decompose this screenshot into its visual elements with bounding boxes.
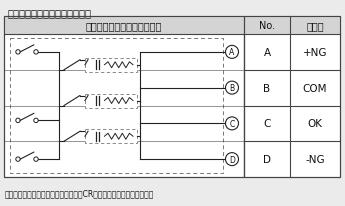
Circle shape [16, 157, 20, 162]
Text: D: D [263, 154, 271, 164]
Bar [85, 59, 137, 72]
Circle shape [226, 82, 238, 95]
Text: C: C [263, 119, 271, 129]
Bar [4, 17, 244, 177]
Bar [85, 130, 137, 144]
Circle shape [34, 157, 38, 162]
Bar [85, 94, 137, 108]
Text: D: D [229, 155, 235, 164]
Text: No.: No. [259, 21, 275, 31]
Text: +NG: +NG [303, 48, 327, 58]
Bar [244, 17, 340, 35]
Circle shape [16, 50, 20, 55]
Bar [244, 17, 340, 177]
Bar [4, 17, 244, 177]
Circle shape [226, 153, 238, 166]
Text: C: C [229, 119, 235, 128]
Text: B: B [229, 84, 235, 93]
Text: A: A [229, 48, 235, 57]
Bar [10, 39, 223, 173]
Circle shape [34, 50, 38, 55]
Circle shape [34, 119, 38, 123]
Text: OK: OK [307, 119, 323, 129]
Text: 信号名: 信号名 [306, 21, 324, 31]
Text: COM: COM [303, 83, 327, 93]
Text: 合否判定出力（リレー出力）: 合否判定出力（リレー出力） [86, 21, 162, 31]
Circle shape [16, 119, 20, 123]
Text: リレー信号を交流回路で使用する時はCR素子を切り放してください。: リレー信号を交流回路で使用する時はCR素子を切り放してください。 [5, 188, 154, 197]
Text: -NG: -NG [305, 154, 325, 164]
Circle shape [226, 46, 238, 59]
Text: 判定出力部（リレー接点出力）: 判定出力部（リレー接点出力） [7, 8, 91, 18]
Text: B: B [264, 83, 270, 93]
Bar [244, 17, 340, 177]
Bar [4, 17, 244, 35]
Circle shape [226, 117, 238, 130]
Text: A: A [264, 48, 270, 58]
